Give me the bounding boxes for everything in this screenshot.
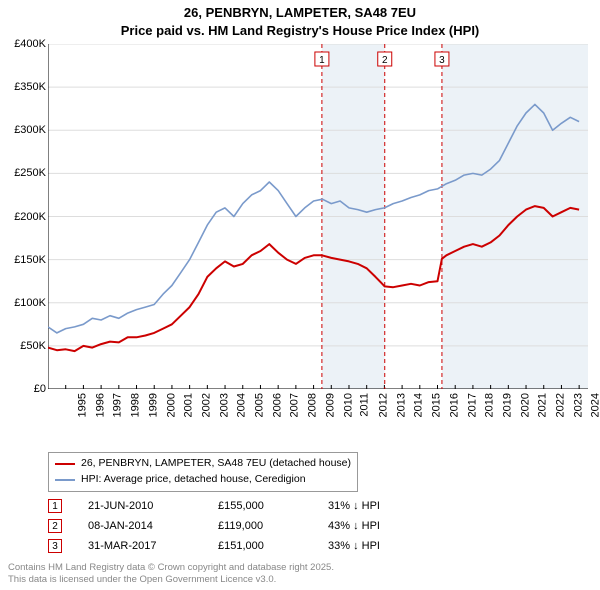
x-tick-label: 2000 [165, 393, 177, 417]
svg-text:2: 2 [382, 55, 388, 66]
events-table: 1 21-JUN-2010 £155,000 31% ↓ HPI 2 08-JA… [48, 496, 428, 556]
y-tick-label: £250K [2, 167, 46, 179]
x-tick-label: 1995 [76, 393, 88, 417]
x-tick-label: 2010 [342, 393, 354, 417]
x-tick-label: 2014 [413, 393, 425, 417]
chart-title: 26, PENBRYN, LAMPETER, SA48 7EU Price pa… [0, 0, 600, 39]
event-badge: 3 [48, 539, 62, 553]
y-tick-label: £0 [2, 383, 46, 395]
event-price: £155,000 [218, 500, 328, 512]
svg-text:1: 1 [319, 55, 325, 66]
x-tick-label: 1998 [130, 393, 142, 417]
legend: 26, PENBRYN, LAMPETER, SA48 7EU (detache… [48, 452, 358, 492]
legend-label: HPI: Average price, detached house, Cere… [81, 472, 306, 488]
event-row: 2 08-JAN-2014 £119,000 43% ↓ HPI [48, 516, 428, 536]
y-tick-label: £100K [2, 297, 46, 309]
x-tick-label: 1997 [112, 393, 124, 417]
y-tick-label: £350K [2, 81, 46, 93]
x-tick-label: 2023 [572, 393, 584, 417]
title-line-1: 26, PENBRYN, LAMPETER, SA48 7EU [0, 4, 600, 22]
footer-line-1: Contains HM Land Registry data © Crown c… [8, 562, 334, 574]
event-diff: 31% ↓ HPI [328, 500, 428, 512]
x-tick-label: 2017 [466, 393, 478, 417]
x-tick-label: 2022 [555, 393, 567, 417]
event-date: 21-JUN-2010 [88, 500, 218, 512]
x-tick-label: 2005 [254, 393, 266, 417]
event-date: 08-JAN-2014 [88, 520, 218, 532]
x-tick-label: 2019 [501, 393, 513, 417]
legend-item: HPI: Average price, detached house, Cere… [55, 472, 351, 488]
title-line-2: Price paid vs. HM Land Registry's House … [0, 22, 600, 40]
footer-line-2: This data is licensed under the Open Gov… [8, 574, 334, 586]
x-tick-label: 2016 [448, 393, 460, 417]
x-tick-label: 1996 [94, 393, 106, 417]
x-tick-label: 2002 [200, 393, 212, 417]
x-tick-label: 2018 [484, 393, 496, 417]
y-tick-label: £300K [2, 124, 46, 136]
x-tick-label: 2011 [359, 393, 371, 417]
event-row: 3 31-MAR-2017 £151,000 33% ↓ HPI [48, 536, 428, 556]
legend-swatch [55, 463, 75, 465]
y-tick-label: £400K [2, 38, 46, 50]
chart-area: 123 £0£50K£100K£150K£200K£250K£300K£350K… [48, 44, 588, 414]
footer: Contains HM Land Registry data © Crown c… [8, 562, 334, 586]
x-tick-label: 2006 [271, 393, 283, 417]
event-diff: 33% ↓ HPI [328, 540, 428, 552]
line-chart: 1 2 3 [48, 44, 588, 389]
svg-text:3: 3 [439, 55, 445, 66]
y-tick-label: £200K [2, 211, 46, 223]
event-date: 31-MAR-2017 [88, 540, 218, 552]
y-tick-label: £50K [2, 340, 46, 352]
legend-item: 26, PENBRYN, LAMPETER, SA48 7EU (detache… [55, 456, 351, 472]
legend-swatch [55, 479, 75, 481]
event-price: £119,000 [218, 520, 328, 532]
event-badge: 1 [48, 499, 62, 513]
x-tick-label: 2013 [395, 393, 407, 417]
x-tick-label: 2007 [289, 393, 301, 417]
event-badge: 2 [48, 519, 62, 533]
x-tick-label: 2001 [183, 393, 195, 417]
x-tick-label: 2020 [519, 393, 531, 417]
y-tick-label: £150K [2, 254, 46, 266]
event-row: 1 21-JUN-2010 £155,000 31% ↓ HPI [48, 496, 428, 516]
x-tick-label: 2021 [537, 393, 549, 417]
event-price: £151,000 [218, 540, 328, 552]
x-tick-label: 2003 [218, 393, 230, 417]
x-tick-label: 2015 [431, 393, 443, 417]
x-tick-label: 2008 [307, 393, 319, 417]
legend-label: 26, PENBRYN, LAMPETER, SA48 7EU (detache… [81, 456, 351, 472]
x-tick-label: 2012 [377, 393, 389, 417]
x-tick-label: 2024 [590, 393, 600, 417]
event-diff: 43% ↓ HPI [328, 520, 428, 532]
x-tick-label: 1999 [147, 393, 159, 417]
x-tick-label: 2009 [324, 393, 336, 417]
x-tick-label: 2004 [236, 393, 248, 417]
